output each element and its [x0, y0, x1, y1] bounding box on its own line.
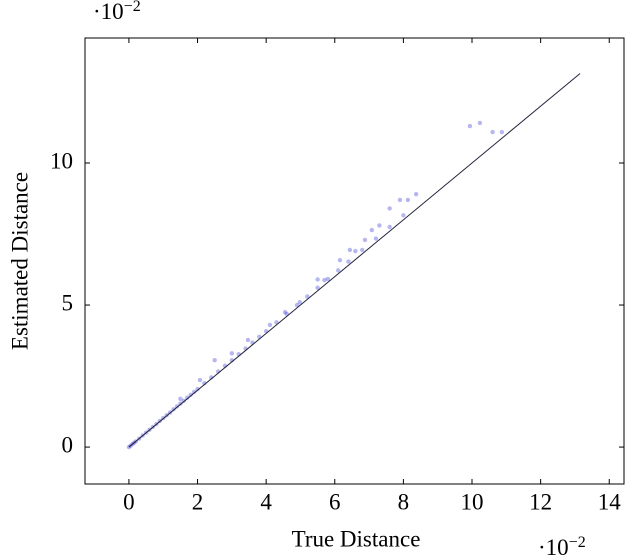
reference-line — [128, 73, 581, 448]
scatter-point — [413, 192, 419, 197]
scatter-point — [297, 299, 302, 305]
x-multiplier: ·10−2 — [538, 534, 586, 560]
scatter-point — [178, 401, 183, 406]
scatter-point — [185, 395, 190, 400]
scatter-point — [337, 257, 343, 263]
scatter-point — [347, 247, 353, 253]
scatter-point — [369, 227, 375, 233]
scatter-point — [499, 129, 505, 135]
scatter-point — [282, 309, 288, 315]
x-tick-label: 10 — [461, 489, 484, 514]
scatter-point — [387, 224, 392, 230]
y-multiplier: ·10−2 — [93, 0, 141, 24]
y-axis-label: Estimated Distance — [7, 172, 32, 350]
scatter-point — [171, 407, 176, 412]
scatter-point — [197, 377, 203, 383]
scatter-point — [315, 277, 320, 282]
x-tick-label: 12 — [529, 489, 552, 514]
scatter-point — [315, 285, 320, 290]
plot-frame — [84, 37, 625, 485]
scatter-point — [377, 223, 382, 228]
scatter-point — [181, 398, 187, 403]
scatter-point — [305, 294, 310, 299]
scatter-point — [294, 302, 300, 308]
scatter-point — [178, 396, 183, 401]
scatter-point — [360, 247, 365, 253]
scatter-point — [322, 277, 327, 283]
scatter-point — [477, 120, 483, 126]
scatter-point — [362, 237, 368, 243]
scatter-point — [229, 351, 235, 356]
scatter-point — [188, 392, 193, 397]
scatter-point — [336, 268, 341, 273]
multiplier-exponent: −2 — [124, 0, 141, 15]
scatter-point — [490, 129, 495, 135]
multiplier-exponent: −2 — [569, 534, 586, 551]
scatter-point — [373, 236, 379, 241]
scatter-point — [267, 322, 273, 328]
scatter-point — [353, 248, 358, 254]
multiplier-base: ·10 — [538, 535, 569, 560]
multiplier-base: ·10 — [93, 0, 124, 24]
scatter-point — [325, 276, 331, 282]
y-tick-label: 10 — [50, 148, 73, 173]
scatter-point — [346, 259, 351, 264]
y-tick-label: 0 — [62, 432, 74, 457]
x-axis-label: True Distance — [292, 526, 421, 551]
scatter-point — [245, 337, 251, 343]
scatter-point — [191, 389, 197, 395]
x-tick-label: 8 — [398, 489, 410, 514]
x-tick-label: 6 — [329, 489, 341, 514]
scatter-point — [387, 206, 392, 211]
x-tick-label: 0 — [123, 489, 135, 514]
x-tick-label: 2 — [192, 489, 204, 514]
x-tick-label: 4 — [260, 489, 272, 514]
scatter-point — [467, 123, 473, 129]
scatter-point — [401, 213, 406, 218]
scatter-point — [195, 386, 200, 392]
scatter-point — [212, 357, 217, 363]
scatter-point — [397, 197, 403, 203]
y-tick-label: 5 — [62, 290, 74, 315]
scatter-point — [174, 404, 180, 409]
scatter-point — [405, 197, 411, 203]
x-tick-label: 14 — [598, 489, 622, 514]
